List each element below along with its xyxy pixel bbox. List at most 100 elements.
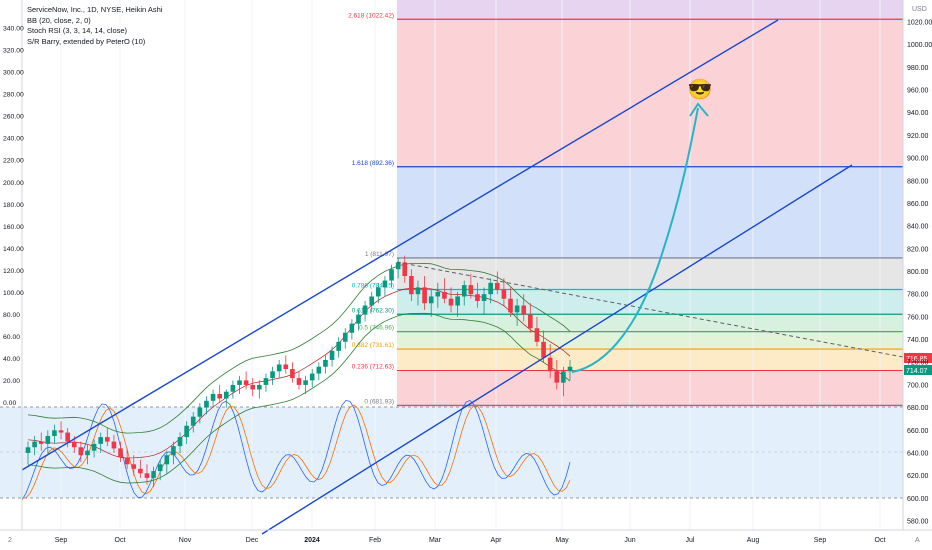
candle-body	[534, 328, 540, 342]
candle-body	[395, 262, 401, 270]
candle-body	[514, 305, 520, 313]
legend-bb[interactable]: BB (20, close, 2, 0)	[27, 15, 91, 25]
candle-body	[98, 437, 104, 444]
price-tag-2	[904, 365, 932, 375]
time-axis-tick: Oct	[875, 537, 886, 544]
fib-level-label: 0.786 (784.15)	[352, 282, 394, 289]
candle-body	[38, 441, 44, 444]
auto-scale-button[interactable]: A	[915, 537, 920, 544]
left-axis-tick: 260.00	[3, 114, 24, 121]
candle-body	[547, 357, 553, 372]
channel-lower-line	[261, 164, 853, 535]
currency-label[interactable]: USD	[912, 6, 927, 13]
candle-body	[382, 280, 388, 288]
candle-body	[448, 298, 454, 306]
candle-body	[52, 430, 57, 436]
left-axis-tick: 340.00	[3, 26, 24, 33]
fib-level-label: 0.5 (746.96)	[359, 325, 394, 332]
candle-body	[309, 373, 315, 381]
legend-stoch[interactable]: Stoch RSI (3, 3, 14, 14, close)	[27, 26, 128, 35]
left-axis-tick: 120.00	[3, 268, 24, 275]
candle-body	[243, 380, 249, 385]
fib-zone-top	[397, 0, 903, 22]
fib-zone-green	[397, 315, 903, 333]
candle-body	[85, 450, 90, 456]
candle-body	[422, 287, 427, 304]
left-axis-tick: 200.00	[3, 180, 24, 187]
right-axis-tick: 620.00	[907, 473, 929, 480]
candle-body	[521, 305, 527, 315]
candle-body	[257, 384, 262, 390]
bb-upper	[27, 262, 571, 434]
candle-body	[111, 441, 117, 449]
right-axis-tick: 640.00	[907, 450, 929, 457]
time-axis-tick: Apr	[491, 537, 503, 544]
candle-body	[488, 282, 493, 295]
candle-body	[32, 441, 37, 448]
price-tag-1	[904, 353, 932, 363]
right-axis-tick: 880.00	[907, 178, 929, 185]
left-axis-tick: 180.00	[3, 202, 24, 209]
candle-body	[177, 437, 183, 447]
candle-body	[283, 364, 289, 370]
candle-body	[144, 473, 150, 478]
candle-body	[78, 447, 84, 456]
time-axis-tick: Dec	[246, 537, 259, 544]
time-axis-tick: Jul	[686, 537, 695, 544]
candle-body	[296, 378, 302, 385]
candle-body	[197, 407, 203, 417]
candle-body	[316, 366, 322, 374]
candle-body	[554, 371, 560, 383]
fib-level-label: 0 (681.93)	[364, 398, 394, 405]
left-axis-tick: 100.00	[3, 290, 24, 297]
candle-body	[270, 371, 275, 379]
candle-body	[58, 430, 64, 433]
left-axis-tick: 40.00	[3, 356, 20, 363]
candle-body	[494, 282, 500, 290]
candle-body	[455, 296, 460, 306]
left-axis-tick: 320.00	[3, 48, 24, 55]
fib-level-label: 2.618 (1022.42)	[348, 12, 394, 19]
candle-body	[323, 359, 328, 367]
candle-body	[138, 468, 143, 474]
left-axis-tick: 80.00	[3, 312, 20, 319]
left-axis-tick: 240.00	[3, 136, 24, 143]
right-axis-tick: 580.00	[907, 519, 929, 526]
candle-body	[237, 380, 242, 385]
right-axis-tick: 760.00	[907, 314, 929, 321]
chart-legend: ServiceNow, Inc., 1D, NYSE, Heikin Ashi …	[27, 5, 162, 47]
legend-sr[interactable]: S/R Barry, extended by PeterO (10)	[27, 36, 146, 46]
right-axis-tick: 860.00	[907, 201, 929, 208]
time-axis-tick: Mar	[429, 537, 442, 544]
right-axis-tick: 660.00	[907, 428, 929, 435]
right-axis-tick: 900.00	[907, 156, 929, 163]
candle-body	[210, 393, 216, 401]
candle-body	[250, 384, 256, 390]
candle-body	[435, 291, 441, 297]
candle-body	[428, 296, 434, 304]
left-axis-tick: 280.00	[3, 92, 24, 99]
candle-body	[303, 380, 308, 385]
candle-body	[157, 464, 163, 472]
candle-body	[105, 437, 110, 442]
candle-body	[541, 341, 546, 358]
down-trend-line	[396, 261, 904, 358]
candle-body	[290, 369, 295, 379]
candle-body	[25, 447, 31, 453]
bottom-left-label: 2	[8, 537, 12, 544]
candle-body	[164, 455, 170, 465]
right-axis-tick: 980.00	[907, 65, 929, 72]
candle-body	[336, 341, 341, 351]
fib-lines: 2.618 (1022.42) 1.618 (892.36) 1 (811.97) 0…	[348, 12, 903, 407]
legend-title[interactable]: ServiceNow, Inc., 1D, NYSE, Heikin Ashi	[27, 5, 163, 14]
candle-body	[230, 384, 236, 392]
time-axis-tick: Aug	[747, 537, 760, 544]
right-axis-tick: 720.00	[907, 360, 929, 367]
candle-body	[508, 298, 513, 313]
right-axis-tick: 940.00	[907, 110, 929, 117]
candle-body	[356, 314, 361, 324]
price-tag-1-label: 716.85	[906, 356, 928, 363]
right-axis-tick: 920.00	[907, 133, 929, 140]
fib-level-label: 1.618 (892.36)	[352, 160, 394, 167]
